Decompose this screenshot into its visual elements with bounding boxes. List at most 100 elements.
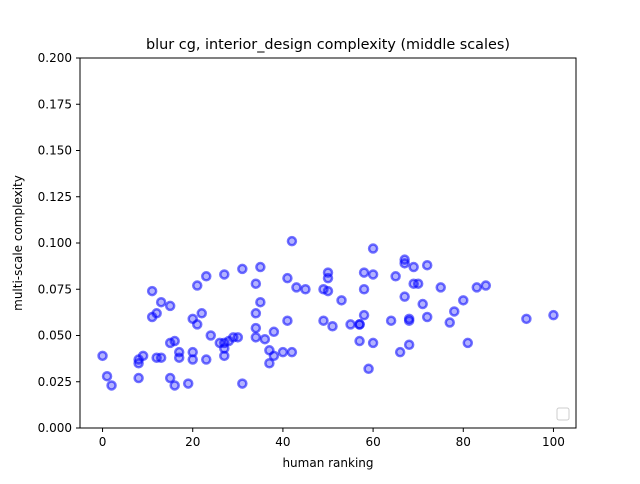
- scatter-point: [358, 309, 370, 321]
- scatter-point: [201, 271, 212, 282]
- scatter-point: [354, 319, 365, 330]
- scatter-point: [201, 354, 212, 365]
- y-axis-label: multi-scale complexity: [11, 175, 25, 311]
- scatter-point: [219, 269, 230, 280]
- scatter-point: [385, 315, 397, 326]
- scatter-point: [399, 258, 410, 269]
- y-tick-label: 0.050: [38, 329, 72, 343]
- scatter-point: [358, 267, 370, 278]
- scatter-point: [390, 271, 401, 282]
- scatter-point: [345, 319, 356, 330]
- scatter-point: [268, 350, 280, 362]
- y-tick-label: 0.175: [38, 97, 72, 111]
- scatter-point: [327, 321, 338, 332]
- scatter-point: [282, 272, 293, 284]
- scatter-point: [264, 358, 275, 369]
- scatter-point: [191, 280, 203, 291]
- scatter-point: [187, 354, 198, 365]
- x-tick-label: 40: [275, 435, 290, 449]
- scatter-point: [318, 315, 329, 326]
- x-axis-label: human ranking: [282, 456, 373, 470]
- x-tick-label: 100: [542, 435, 565, 449]
- scatter-point: [169, 380, 180, 391]
- scatter-point: [169, 335, 180, 347]
- scatter-point: [421, 311, 433, 323]
- plot-area-frame: [79, 57, 577, 429]
- scatter-point: [435, 282, 446, 293]
- scatter-point: [367, 337, 379, 349]
- scatter-point: [336, 295, 347, 306]
- scatter-point: [521, 313, 532, 325]
- scatter-point: [322, 272, 334, 284]
- scatter-point: [250, 322, 262, 334]
- scatter-point: [403, 315, 415, 326]
- scatter-point: [173, 346, 185, 358]
- y-tick-label: 0.200: [38, 51, 72, 65]
- scatter-point: [237, 378, 248, 389]
- scatter-point: [97, 350, 108, 362]
- scatter-point: [151, 308, 162, 319]
- scatter-point: [155, 352, 167, 363]
- scatter-point: [408, 261, 419, 273]
- scatter-point: [191, 319, 203, 330]
- scatter-point: [444, 317, 455, 328]
- scatter-point: [146, 285, 158, 297]
- scatter-point: [462, 337, 474, 349]
- scatter-point: [164, 300, 176, 312]
- scatter-point: [237, 263, 248, 275]
- scatter-point: [417, 298, 428, 310]
- scatter-point: [480, 280, 492, 291]
- x-tick-label: 60: [365, 435, 380, 449]
- y-tick-label: 0.075: [38, 282, 72, 296]
- scatter-point: [354, 335, 365, 347]
- scatter-point: [363, 363, 374, 375]
- scatter-point: [232, 332, 244, 343]
- scatter-point: [250, 332, 262, 343]
- x-tick-label: 0: [99, 435, 107, 449]
- y-tick-label: 0.025: [38, 375, 72, 389]
- y-tick-label: 0.000: [38, 421, 72, 435]
- scatter-point: [548, 309, 559, 321]
- scatter-point: [259, 333, 271, 345]
- scatter-point: [399, 291, 410, 302]
- y-axis-ticks: 0.000 0.025 0.050 0.075 0.100 0.125 0.150 0.175…: [38, 51, 80, 435]
- scatter-point: [250, 308, 262, 319]
- scatter-point: [155, 296, 167, 308]
- data-points: [97, 235, 559, 391]
- y-tick-label: 0.150: [38, 144, 72, 158]
- chart-title: blur cg, interior_design complexity (mid…: [146, 37, 510, 53]
- scatter-point: [101, 370, 113, 382]
- scatter-point: [255, 296, 266, 308]
- x-tick-label: 20: [185, 435, 200, 449]
- scatter-point: [449, 306, 460, 317]
- scatter-point: [286, 346, 298, 358]
- scatter-point: [196, 308, 207, 319]
- empty-legend-box: [556, 407, 570, 421]
- scatter-point: [205, 330, 217, 341]
- scatter-point: [367, 269, 379, 280]
- scatter-point: [367, 243, 379, 254]
- scatter-point: [403, 339, 415, 350]
- scatter-point: [182, 378, 194, 389]
- scatter-point: [322, 285, 334, 297]
- scatter-point: [471, 282, 483, 293]
- scatter-point: [300, 284, 311, 295]
- scatter-point: [421, 259, 433, 271]
- scatter-point: [219, 343, 230, 354]
- x-tick-label: 80: [456, 435, 471, 449]
- scatter-point: [106, 380, 117, 391]
- scatter-point: [358, 284, 370, 295]
- scatter-point: [291, 282, 302, 293]
- scatter-point: [394, 346, 406, 358]
- scatter-point: [412, 278, 424, 289]
- scatter-point: [268, 326, 280, 338]
- scatter-point: [250, 278, 262, 289]
- scatter-point: [286, 235, 298, 247]
- x-axis-ticks: 0 20 40 60 80 100: [99, 428, 565, 449]
- scatter-point: [164, 372, 176, 384]
- scatter-point: [458, 295, 469, 306]
- y-tick-label: 0.100: [38, 236, 72, 250]
